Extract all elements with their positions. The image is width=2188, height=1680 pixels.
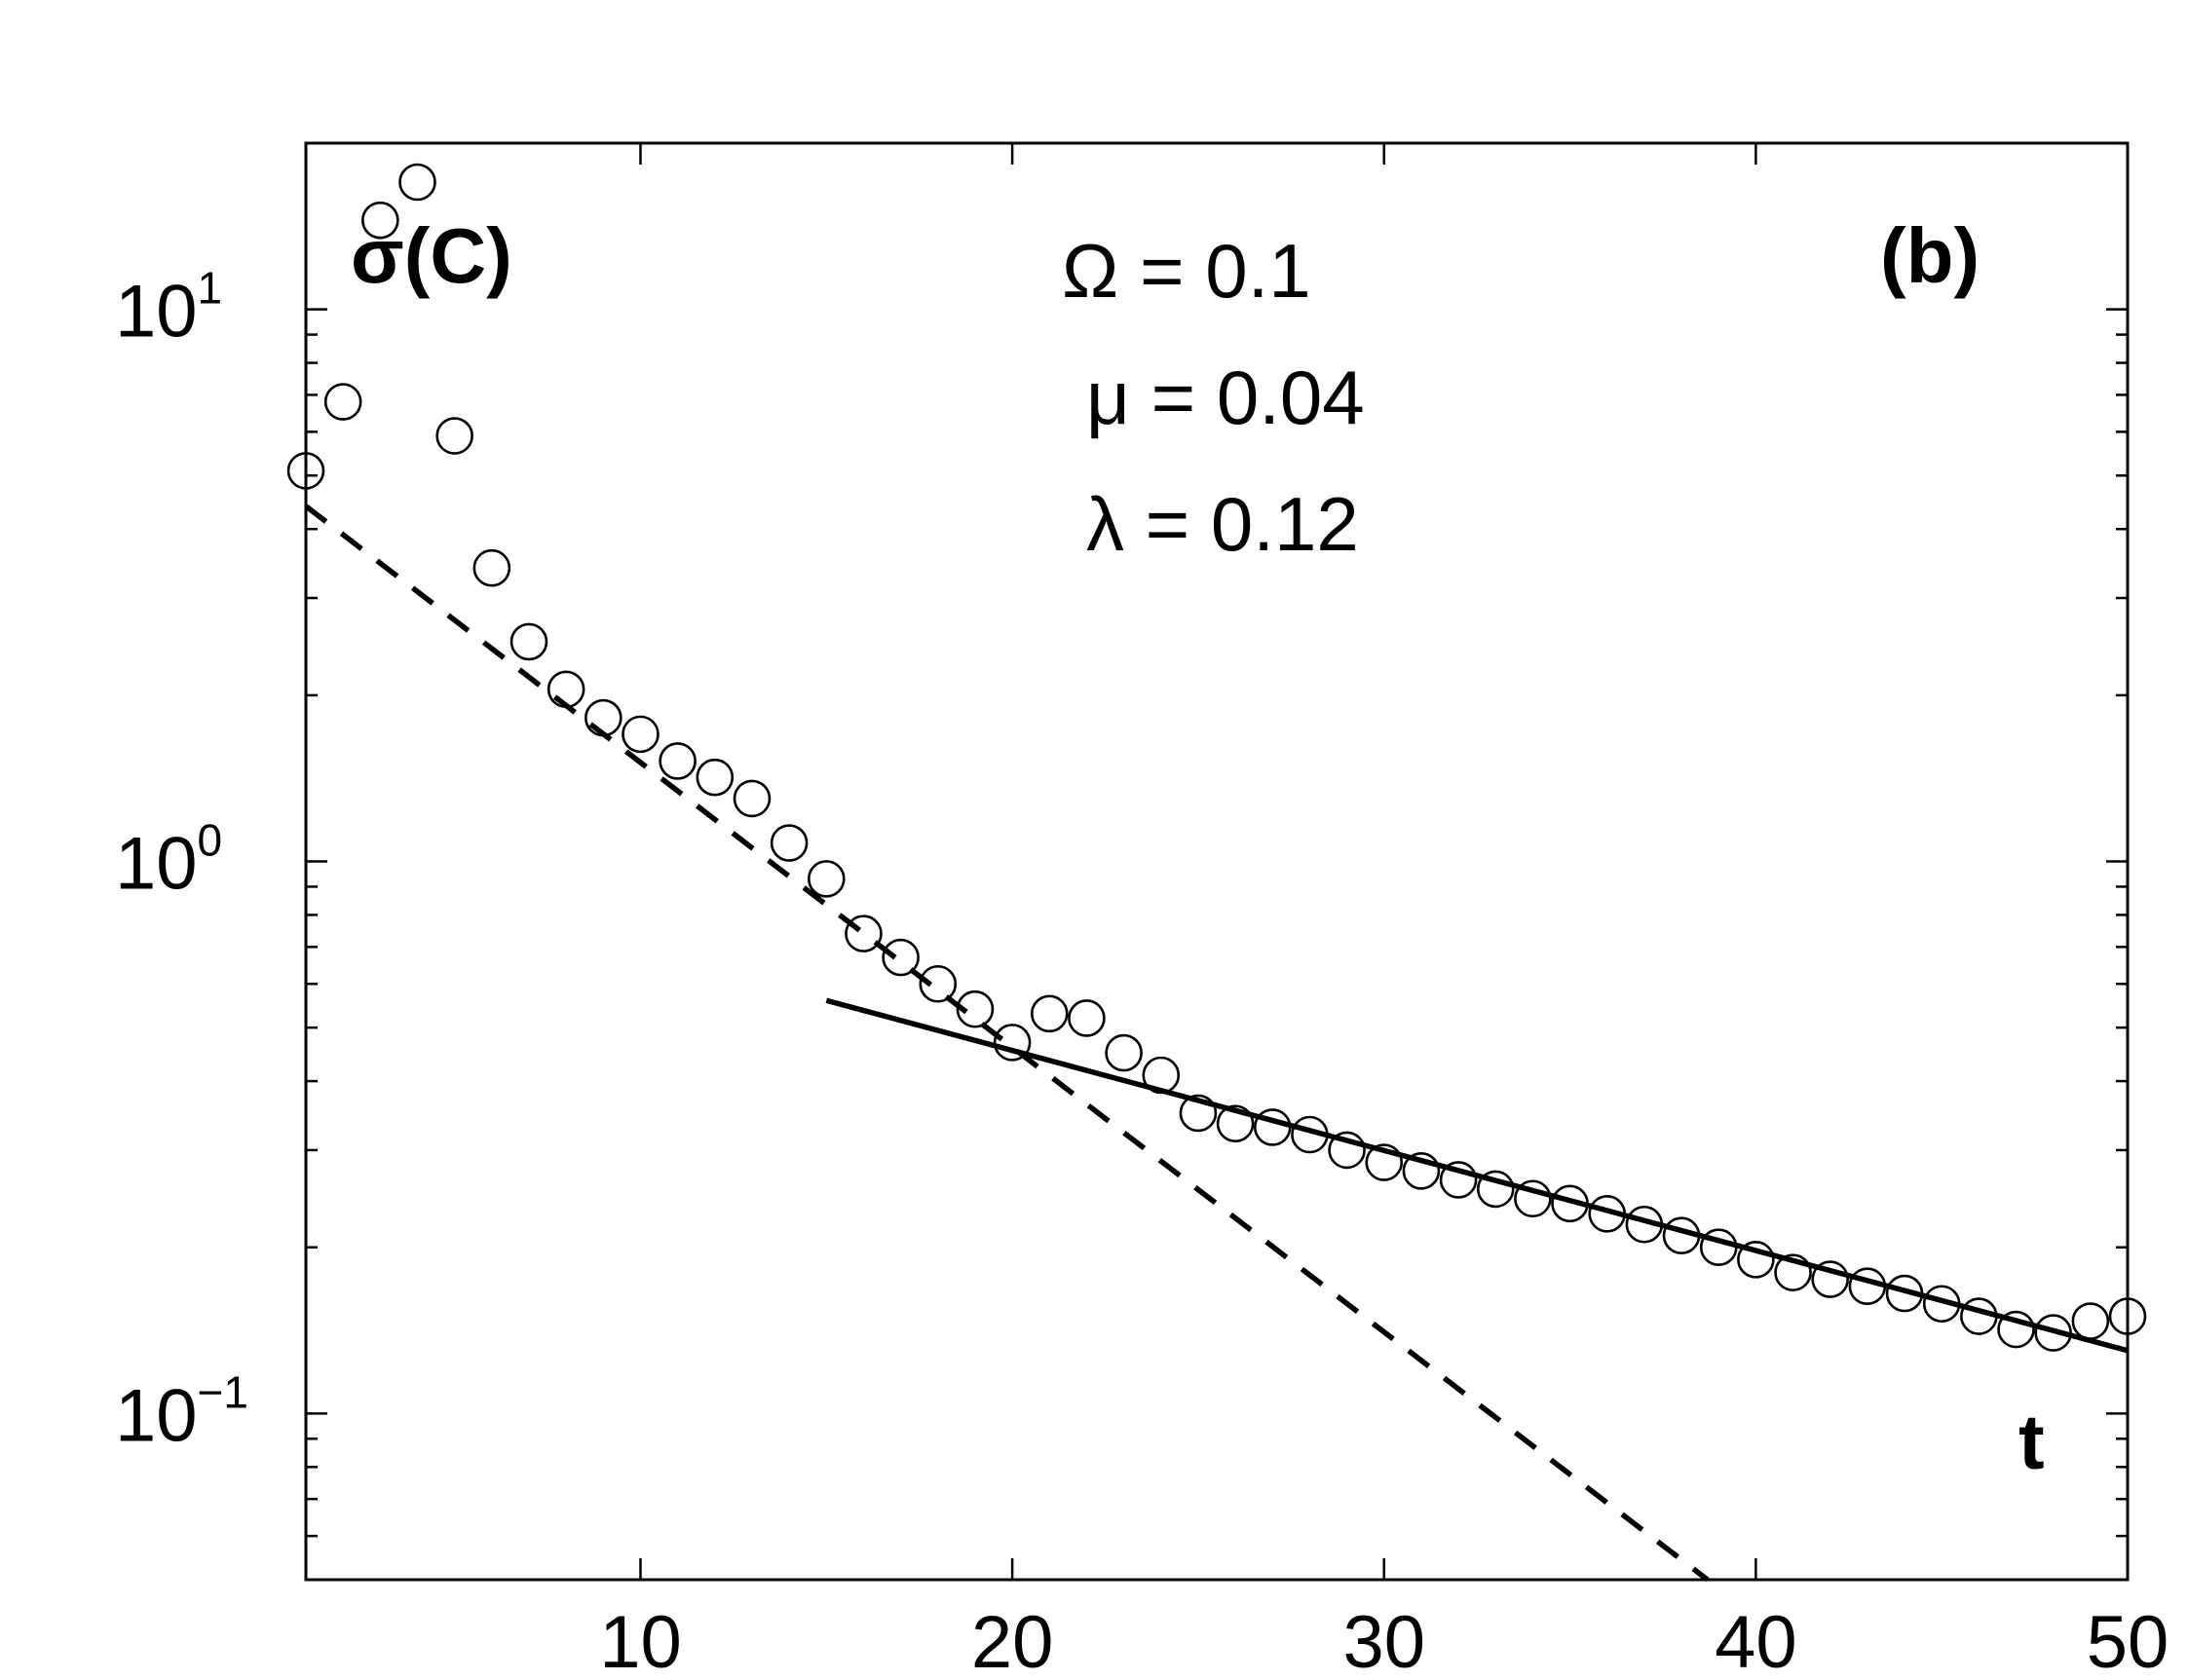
data-point [882,938,920,977]
data-point [1068,999,1106,1037]
x-tick-label: 50 [2087,1601,2169,1680]
data-point [1216,1104,1255,1143]
data-point [956,989,995,1028]
y-tick-label: 100 [115,815,222,906]
data-point [1922,1285,1961,1324]
x-tick-label: 20 [971,1601,1054,1680]
data-point [1439,1161,1478,1199]
data-point [1662,1216,1701,1255]
fit-line-solid [825,997,2129,1354]
data-point [361,201,399,240]
data-point [1142,1056,1181,1095]
data-point [845,915,883,952]
data-point [1737,1241,1775,1279]
data-point [1030,994,1069,1033]
data-point [323,383,362,421]
data-point [398,163,436,202]
fit-line-dashed [304,504,1710,1583]
data-point [659,742,697,780]
data-point [622,715,660,754]
data-point [1774,1253,1812,1291]
data-point [1885,1274,1924,1313]
data-point [2034,1314,2072,1352]
param-mu-symbol: μ [1086,355,1130,440]
param-omega-value: = 0.1 [1118,228,1310,314]
data-point [770,824,809,862]
data-point [1625,1205,1664,1244]
data-point [1402,1152,1441,1190]
data-point [1551,1184,1589,1223]
data-point [807,860,846,898]
y-tick-labels: 10−1 100 101 [115,263,248,1458]
x-axis-label: t [2018,1399,2045,1485]
data-point [1179,1094,1218,1133]
x-tick-labels: 10 20 30 40 50 [599,1601,2169,1680]
data-point [509,622,548,661]
data-point [1476,1170,1515,1209]
data-point [472,548,511,587]
data-point [1514,1179,1552,1218]
param-omega-symbol: Ω [1062,228,1118,314]
param-lambda-value: = 0.12 [1124,481,1359,567]
data-point [1328,1131,1366,1170]
data-point [1253,1108,1292,1146]
param-lambda: λ = 0.12 [1086,481,1359,567]
panel-label: (b) [1880,212,1980,299]
y-tick-label: 10−1 [115,1366,248,1457]
data-point [1588,1195,1627,1233]
data-point [696,758,735,797]
param-mu: μ = 0.04 [1086,355,1365,440]
x-tick-label: 10 [599,1601,682,1680]
x-tick-label: 30 [1342,1601,1425,1680]
data-point [1291,1115,1329,1154]
param-lambda-symbol: λ [1086,481,1124,567]
data-point [993,1024,1032,1062]
data-markers [286,163,2147,1352]
data-point [1848,1267,1887,1306]
param-mu-value: = 0.04 [1130,355,1365,440]
x-tick-label: 40 [1715,1601,1797,1680]
data-point [1960,1297,1998,1335]
data-point [1699,1228,1738,1267]
data-point [547,670,585,709]
fit-lines [304,504,2129,1583]
y-axis-label: σ(C) [351,212,512,299]
data-point [2071,1302,2110,1340]
data-point [919,964,958,1003]
data-point [585,698,622,737]
data-point [1997,1310,2035,1349]
data-point [1365,1143,1404,1181]
y-tick-label: 101 [115,263,222,354]
param-omega: Ω = 0.1 [1062,228,1311,314]
data-point [435,417,473,455]
data-point [1811,1260,1849,1298]
data-point [1105,1033,1143,1072]
ticks [306,141,2130,1582]
data-point [733,779,772,818]
parameter-annotations: Ω = 0.1 μ = 0.04 λ = 0.12 [1062,228,1365,567]
